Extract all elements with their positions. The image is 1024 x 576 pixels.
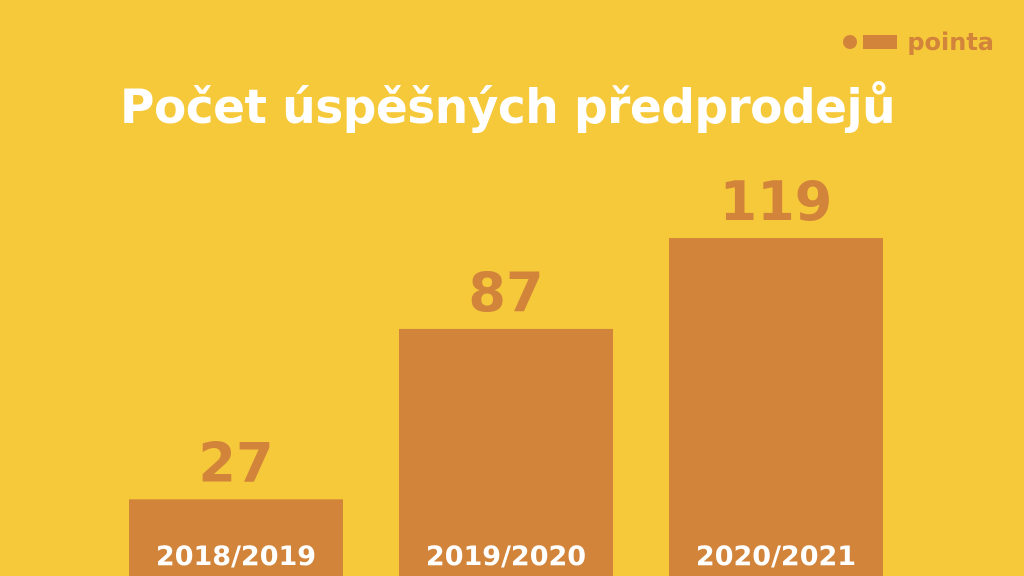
bar-value-label: 119 — [720, 170, 833, 233]
category-tick-label: 2018/2019 — [156, 541, 316, 572]
bar-2020/2021 — [669, 238, 883, 576]
brand-logo: pointa — [843, 30, 994, 54]
logo-text: pointa — [907, 28, 994, 56]
logo-bar-icon — [863, 35, 898, 49]
bar-2019/2020 — [399, 328, 613, 576]
bar-2018/2019 — [129, 499, 343, 576]
category-tick-label: 2020/2021 — [696, 541, 856, 572]
bar-value-label: 27 — [198, 431, 273, 494]
logo-dot-icon — [843, 35, 858, 49]
chart-title: Počet úspěšných předprodejů — [120, 80, 896, 135]
bar-value-label: 87 — [468, 261, 543, 324]
category-tick-label: 2019/2020 — [426, 541, 586, 572]
